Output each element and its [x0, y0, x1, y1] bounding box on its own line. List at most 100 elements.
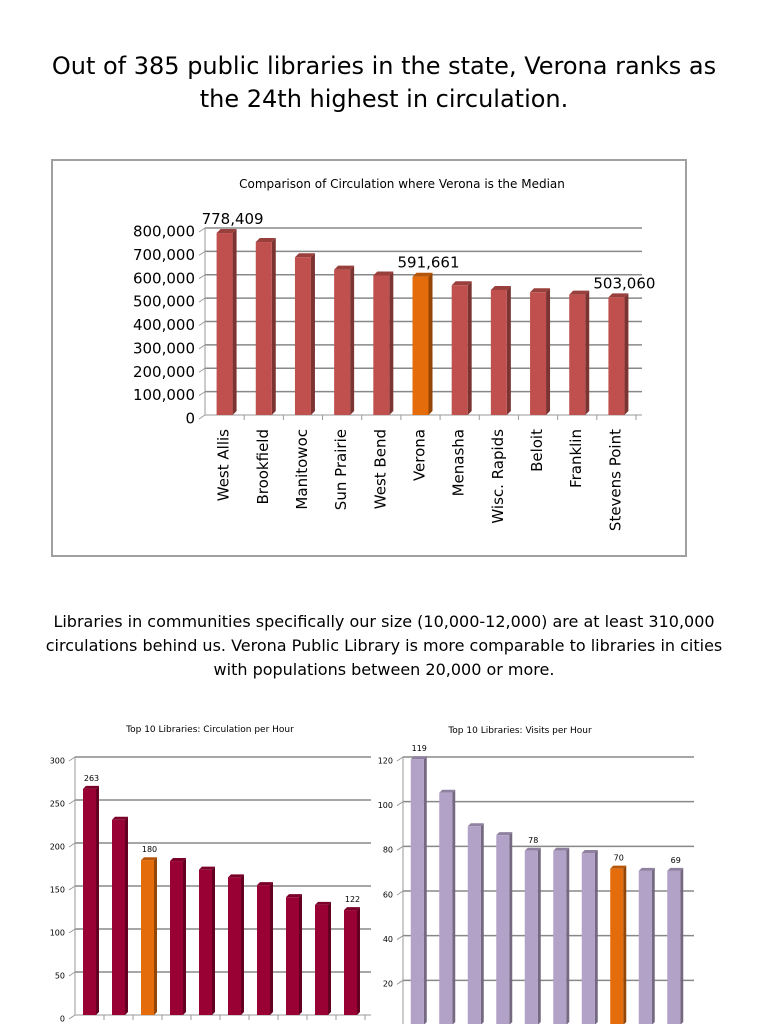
bar [439, 792, 453, 1024]
bar [467, 826, 481, 1024]
data-label: 591,661 [397, 254, 459, 272]
tick-mark [396, 890, 404, 896]
bar [638, 870, 652, 1024]
bar-top [638, 867, 655, 871]
bar-top [216, 229, 237, 234]
visits-chart-title: Top 10 Libraries: Visits per Hour [447, 726, 592, 736]
bar-side [154, 857, 157, 1015]
bar [141, 860, 154, 1015]
x-category-label: Brookfield [254, 429, 272, 505]
y-tick-label: 200 [50, 842, 65, 851]
tick-mark [68, 971, 76, 977]
bar-top [524, 847, 541, 851]
bar-side [350, 265, 355, 415]
bar-side [232, 229, 237, 415]
bar-side [271, 238, 276, 415]
y-tick-label: 0 [185, 410, 195, 428]
bar [490, 289, 507, 415]
bar-top [410, 756, 427, 760]
bar [667, 870, 681, 1024]
bar-side [680, 867, 684, 1024]
body-paragraph: Libraries in communities specifically ou… [45, 612, 723, 679]
y-tick-label: 800,000 [133, 223, 195, 241]
bar [315, 904, 328, 1015]
bar [496, 835, 510, 1024]
tick-mark [68, 756, 76, 762]
bar-side [423, 756, 427, 1024]
bar-side [183, 858, 186, 1015]
bar [112, 819, 125, 1015]
bar-side [125, 816, 128, 1015]
bar-top [581, 850, 598, 854]
y-tick-label: 100 [50, 928, 65, 937]
y-tick-label: 20 [383, 980, 393, 989]
tick-mark [198, 227, 206, 233]
bar [199, 869, 212, 1015]
bar [373, 275, 390, 415]
bar-top [255, 238, 276, 243]
data-label: 119 [412, 744, 427, 753]
bar-side [594, 850, 598, 1024]
bar [569, 294, 586, 415]
y-tick-label: 400,000 [133, 316, 195, 334]
bar-side [452, 789, 456, 1024]
bar-top [286, 894, 302, 898]
bar [228, 877, 241, 1015]
x-category-label: Manitowoc [293, 429, 311, 510]
data-label: 263 [84, 774, 99, 783]
page-heading: Out of 385 public libraries in the state… [51, 52, 717, 113]
bar [610, 868, 624, 1024]
main-chart-title: Comparison of Circulation where Verona i… [239, 177, 565, 191]
tick-mark [396, 935, 404, 941]
bar-side [310, 253, 315, 415]
bar [524, 850, 538, 1024]
bar-side [566, 847, 570, 1024]
y-tick-label: 700,000 [133, 246, 195, 264]
tick-mark [396, 756, 404, 762]
x-category-label: Menasha [450, 429, 468, 496]
x-category-label: Verona [411, 429, 429, 481]
bar-side [212, 866, 215, 1015]
y-tick-label: 500,000 [133, 293, 195, 311]
tick-mark [396, 801, 404, 807]
bar [412, 276, 429, 415]
bar-side [623, 865, 627, 1024]
y-tick-label: 0 [60, 1014, 65, 1023]
bar-top [83, 785, 99, 789]
x-category-label: West Allis [215, 429, 233, 501]
y-tick-label: 80 [383, 846, 393, 855]
x-category-label: West Bend [371, 429, 389, 509]
tick-mark [68, 928, 76, 934]
bar-top [141, 857, 157, 861]
bar-side [509, 832, 513, 1024]
x-category-label: Beloit [528, 429, 546, 472]
tick-mark [198, 250, 206, 256]
tick-mark [198, 274, 206, 280]
y-tick-label: 250 [50, 799, 65, 808]
bar-top [553, 847, 570, 851]
tick-mark [198, 367, 206, 373]
bar-top [170, 858, 186, 862]
bar [286, 897, 299, 1015]
y-tick-label: 300 [50, 756, 65, 765]
bar [530, 292, 547, 415]
bar [216, 233, 233, 415]
tick-mark [396, 845, 404, 851]
bar-top [439, 789, 456, 793]
bar-top [344, 907, 360, 911]
y-tick-label: 150 [50, 885, 65, 894]
tick-mark [396, 979, 404, 985]
bar [294, 257, 311, 415]
bar [255, 242, 272, 415]
bar-top [334, 265, 355, 270]
bar-top [315, 901, 331, 905]
main-chart-frame [51, 159, 687, 557]
y-tick-label: 60 [383, 890, 393, 899]
bar-side [270, 882, 273, 1015]
data-label: 503,060 [593, 274, 655, 292]
bar [257, 885, 270, 1015]
data-label: 180 [142, 845, 157, 854]
y-tick-label: 600,000 [133, 269, 195, 287]
bar-top [412, 272, 433, 277]
